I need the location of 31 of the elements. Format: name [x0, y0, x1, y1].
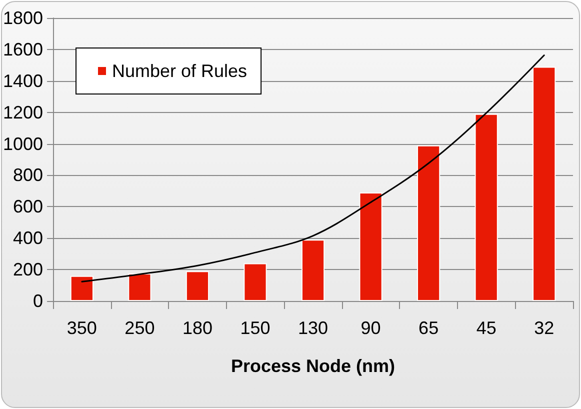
y-tick-label: 1000 — [2, 134, 44, 154]
y-tick-label: 1400 — [2, 70, 44, 91]
bar — [70, 276, 94, 301]
y-tick-label: 200 — [12, 260, 44, 280]
bar — [186, 271, 210, 301]
x-tick-label: 180 — [182, 318, 212, 338]
bar — [474, 114, 498, 301]
bar — [244, 263, 267, 301]
x-tick-label: 350 — [66, 318, 97, 338]
y-tick-label: 400 — [12, 228, 44, 248]
bar — [128, 273, 152, 301]
bar — [417, 145, 440, 301]
x-tick-label: 130 — [298, 318, 328, 338]
x-tick-label: 45 — [476, 318, 496, 338]
y-tick-label: 600 — [12, 196, 44, 217]
x-tick-label: 32 — [534, 318, 554, 338]
legend-label: Number of Rules — [112, 61, 248, 81]
x-axis-title: Process Node (nm) — [231, 356, 396, 376]
x-tick-label: 250 — [124, 318, 155, 338]
y-tick-label: 1200 — [2, 102, 44, 122]
x-tick-label: 150 — [240, 318, 270, 338]
y-tick-label: 0 — [33, 291, 44, 311]
line-series — [81, 54, 545, 282]
y-tick-label: 1800 — [2, 8, 44, 28]
bar — [359, 192, 382, 301]
bar — [532, 66, 556, 301]
y-tick-label: 1600 — [2, 39, 44, 60]
y-tick-label: 800 — [12, 165, 44, 186]
x-tick-label: 65 — [418, 318, 439, 338]
bar — [301, 240, 325, 301]
x-tick-label: 90 — [360, 318, 381, 338]
